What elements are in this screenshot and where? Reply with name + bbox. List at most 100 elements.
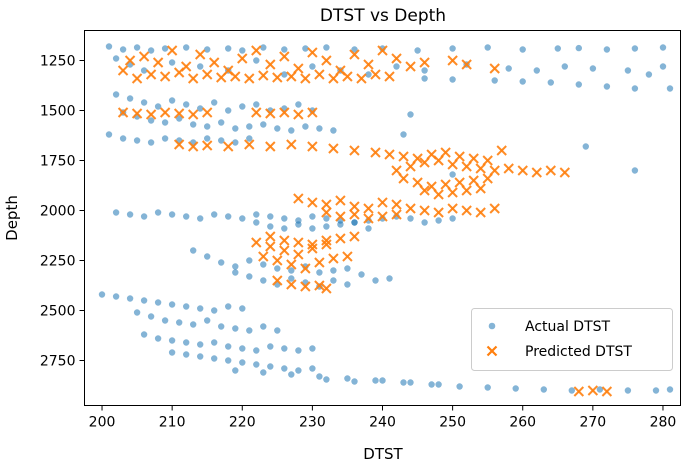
predicted-dtst-point [405, 61, 416, 72]
actual-dtst-point [161, 119, 169, 126]
actual-dtst-point [421, 219, 428, 226]
actual-dtst-point [351, 219, 358, 226]
actual-dtst-point [232, 139, 239, 146]
actual-dtst-point [281, 225, 288, 232]
actual-dtst-point [351, 46, 358, 53]
actual-dtst-point [351, 378, 358, 385]
predicted-dtst-point [265, 108, 276, 119]
actual-dtst-point [239, 215, 246, 222]
predicted-dtst-point [531, 167, 542, 178]
actual-dtst-point [168, 211, 176, 218]
actual-dtst-point [197, 215, 204, 222]
actual-dtst-point [449, 171, 456, 178]
predicted-dtst-point [300, 281, 311, 292]
predicted-dtst-point [124, 55, 136, 66]
actual-dtst-point [168, 301, 176, 308]
actual-dtst-point [176, 319, 183, 326]
predicted-dtst-point [244, 139, 255, 150]
x-tick-label: 220 [229, 415, 256, 431]
actual-dtst-point [253, 57, 260, 64]
predicted-dtst-point [293, 249, 304, 260]
plot-area [84, 30, 681, 406]
actual-dtst-point [330, 277, 337, 284]
actual-dtst-point [211, 99, 218, 106]
actual-dtst-point [246, 123, 253, 130]
actual-dtst-point [561, 63, 568, 70]
x-tick-label: 230 [299, 415, 326, 431]
actual-dtst-point [140, 213, 148, 220]
actual-dtst-point [105, 43, 113, 50]
actual-dtst-point [281, 46, 288, 53]
predicted-dtst-point [391, 53, 402, 64]
predicted-dtst-point [272, 72, 283, 83]
actual-dtst-point [309, 213, 316, 220]
actual-dtst-point [260, 369, 267, 376]
y-tick-label: 2750 [40, 354, 76, 370]
actual-dtst-point [400, 379, 407, 386]
predicted-dtst-point [419, 57, 430, 68]
actual-dtst-point [140, 297, 148, 304]
predicted-dtst-point [251, 237, 262, 248]
actual-dtst-point [197, 305, 204, 312]
actual-dtst-point [211, 355, 218, 362]
predicted-dtst-point [363, 213, 374, 224]
predicted-dtst-point [173, 67, 185, 78]
predicted-dtst-point [475, 183, 486, 194]
predicted-dtst-point [433, 207, 444, 218]
actual-dtst-point [225, 107, 232, 114]
actual-dtst-point [239, 103, 246, 110]
predicted-dtst-point [251, 45, 262, 56]
predicted-dtst-point [138, 51, 150, 62]
actual-dtst-point [519, 78, 526, 85]
actual-dtst-point [98, 291, 106, 298]
predicted-dtst-point [237, 53, 248, 64]
predicted-dtst-point [363, 203, 374, 214]
predicted-dtst-point [461, 205, 472, 216]
legend-predicted-label: Predicted DTST [525, 344, 632, 360]
x-tick-label: 260 [509, 415, 536, 431]
actual-dtst-point [260, 323, 267, 330]
actual-dtst-point [239, 359, 246, 366]
predicted-dtst-point [117, 107, 129, 118]
y-tick-label: 1250 [40, 54, 76, 70]
actual-dtst-point [211, 211, 218, 218]
actual-dtst-point [407, 379, 414, 386]
predicted-dtst-point [173, 108, 185, 119]
predicted-dtst-point [349, 145, 360, 156]
predicted-dtst-point [321, 239, 332, 250]
predicted-dtst-point [587, 385, 599, 396]
predicted-dtst-point [293, 109, 304, 120]
actual-dtst-point [428, 381, 435, 388]
predicted-dtst-point [342, 251, 353, 262]
actual-dtst-point [225, 343, 232, 350]
predicted-dtst-point [251, 107, 262, 118]
actual-dtst-point [568, 387, 575, 394]
actual-dtst-point [183, 44, 190, 51]
predicted-dtst-point [370, 147, 381, 158]
actual-dtst-point [400, 131, 407, 138]
predicted-dtst-point [419, 157, 430, 168]
actual-dtst-point [197, 341, 204, 348]
actual-dtst-point [154, 299, 162, 306]
predicted-dtst-point [384, 149, 395, 160]
actual-dtst-point [218, 259, 225, 266]
predicted-dtst-point [187, 141, 199, 152]
predicted-dtst-point [258, 251, 269, 262]
actual-dtst-point [190, 247, 197, 254]
actual-dtst-point [288, 275, 295, 282]
actual-dtst-point [161, 135, 169, 142]
predicted-dtst-point [216, 72, 227, 83]
predicted-dtst-point [230, 71, 241, 82]
predicted-dtst-point [286, 71, 297, 82]
actual-dtst-point [197, 63, 204, 70]
legend-box [471, 308, 673, 371]
predicted-dtst-point [447, 55, 458, 66]
actual-dtst-point [288, 267, 295, 274]
predicted-dtst-point [131, 73, 143, 84]
predicted-dtst-point [517, 165, 528, 176]
predicted-dtst-point [131, 108, 143, 119]
actual-dtst-point [414, 47, 421, 54]
predicted-dtst-point [335, 233, 346, 244]
predicted-dtst-point [349, 209, 360, 220]
actual-dtst-point [316, 373, 323, 380]
